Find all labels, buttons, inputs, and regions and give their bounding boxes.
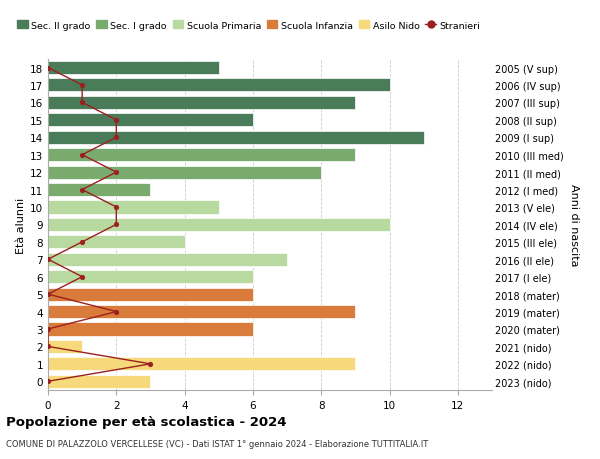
Point [43, 343, 53, 350]
Point [112, 169, 121, 176]
Point [112, 117, 121, 124]
Point [77, 151, 87, 159]
Bar [48, 201, 219, 214]
Bar [48, 79, 389, 92]
Text: COMUNE DI PALAZZOLO VERCELLESE (VC) - Dati ISTAT 1° gennaio 2024 - Elaborazione : COMUNE DI PALAZZOLO VERCELLESE (VC) - Da… [6, 439, 428, 448]
Bar [48, 358, 355, 370]
Point [43, 325, 53, 333]
Point [146, 360, 155, 368]
Point [43, 378, 53, 385]
Point [112, 204, 121, 211]
Point [77, 239, 87, 246]
Point [43, 65, 53, 72]
Y-axis label: Anni di nascita: Anni di nascita [569, 184, 579, 266]
Point [77, 274, 87, 281]
Point [77, 82, 87, 90]
Text: Popolazione per età scolastica - 2024: Popolazione per età scolastica - 2024 [6, 415, 287, 428]
Point [112, 134, 121, 142]
Bar [48, 305, 355, 319]
Bar [48, 114, 253, 127]
Bar [48, 340, 82, 353]
Bar [48, 97, 355, 110]
Bar [48, 253, 287, 266]
Point [43, 291, 53, 298]
Point [77, 186, 87, 194]
Bar [48, 375, 151, 388]
Bar [48, 323, 253, 336]
Bar [48, 218, 389, 231]
Bar [48, 236, 185, 249]
Legend: Sec. II grado, Sec. I grado, Scuola Primaria, Scuola Infanzia, Asilo Nido, Stran: Sec. II grado, Sec. I grado, Scuola Prim… [17, 22, 480, 31]
Bar [48, 184, 151, 196]
Y-axis label: Età alunni: Età alunni [16, 197, 26, 253]
Bar [48, 166, 321, 179]
Bar [48, 288, 253, 301]
Point [77, 100, 87, 107]
Bar [48, 149, 355, 162]
Bar [48, 270, 253, 284]
Point [43, 256, 53, 263]
Point [112, 221, 121, 229]
Point [112, 308, 121, 315]
Bar [48, 62, 219, 75]
Bar [48, 131, 424, 145]
